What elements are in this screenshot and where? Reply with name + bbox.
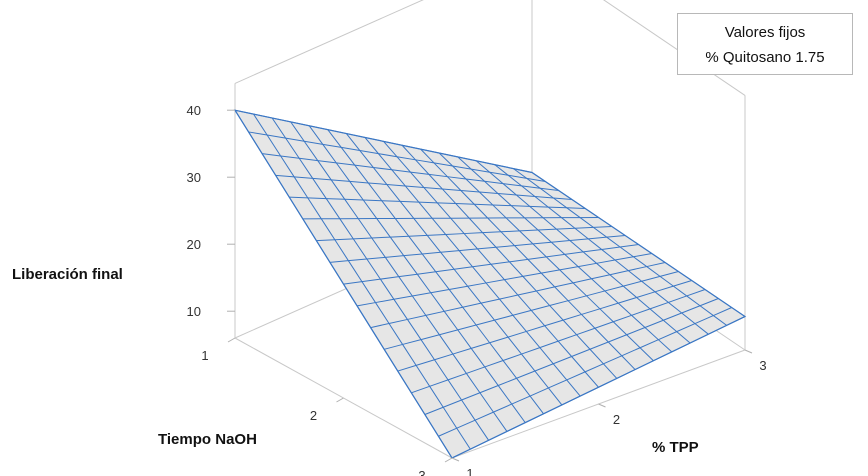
z-tick-label: 20 — [187, 237, 201, 252]
surface-gridline-tpp — [327, 129, 544, 415]
box-edge-top-left — [234, 0, 424, 84]
y-tick-mark — [451, 457, 460, 462]
surface-gridline-tpp — [290, 121, 508, 432]
surface-gridline-tpp — [271, 117, 490, 441]
y-tick-label: 2 — [613, 412, 620, 427]
fixed-value-number: 1.75 — [795, 49, 825, 66]
surface-gridline-tpp — [494, 164, 709, 335]
y-tick-label: 3 — [759, 358, 766, 373]
x-tick-mark — [336, 397, 344, 403]
y-tick-label: 1 — [466, 466, 473, 476]
fixed-value-label: % Quitosano — [705, 49, 792, 66]
x-axis-title: Tiempo NaOH — [158, 431, 257, 448]
surface-gridline-tpp — [420, 148, 636, 370]
axis-ticks: 10 20 30 40 1 2 3 1 2 3 — [187, 103, 767, 476]
surface-gridline-tpp — [253, 113, 471, 450]
x-tick-label: 3 — [418, 468, 425, 476]
z-tick-label: 30 — [187, 170, 201, 185]
surface-gridline-tpp — [383, 141, 599, 388]
surface-gridline-tpp — [364, 137, 581, 397]
fixed-values-title: Valores fijos — [724, 24, 806, 41]
x-tick-label: 2 — [310, 408, 317, 423]
fixed-value-row: % Quitosano 1.75 — [678, 49, 852, 66]
surface-fill — [233, 109, 747, 459]
fixed-values-legend: Valores fijos % Quitosano 1.75 — [677, 13, 853, 75]
x-tick-label: 1 — [201, 348, 208, 363]
surface-gridline-tpp — [345, 133, 563, 406]
surface-gridline-tpp — [513, 168, 727, 326]
surface-gridline-tpp — [234, 109, 453, 459]
y-tick-mark — [744, 349, 753, 354]
z-tick-label: 10 — [187, 304, 201, 319]
z-tick-label: 40 — [187, 103, 201, 118]
surface-gridline-tpp — [401, 144, 618, 379]
x-tick-mark — [444, 457, 453, 463]
surface-gridline-tpp — [457, 156, 673, 353]
x-tick-mark — [227, 337, 236, 343]
surface-gridline-tpp — [531, 172, 746, 317]
y-tick-mark — [598, 403, 606, 408]
surface-gridline-tpp — [438, 152, 654, 362]
z-axis-title: Liberación final — [12, 266, 123, 283]
response-surface — [233, 109, 747, 459]
surface-gridline-tpp — [308, 125, 526, 423]
surface-gridline-tpp — [475, 160, 691, 344]
y-axis-title: % TPP — [652, 439, 699, 456]
